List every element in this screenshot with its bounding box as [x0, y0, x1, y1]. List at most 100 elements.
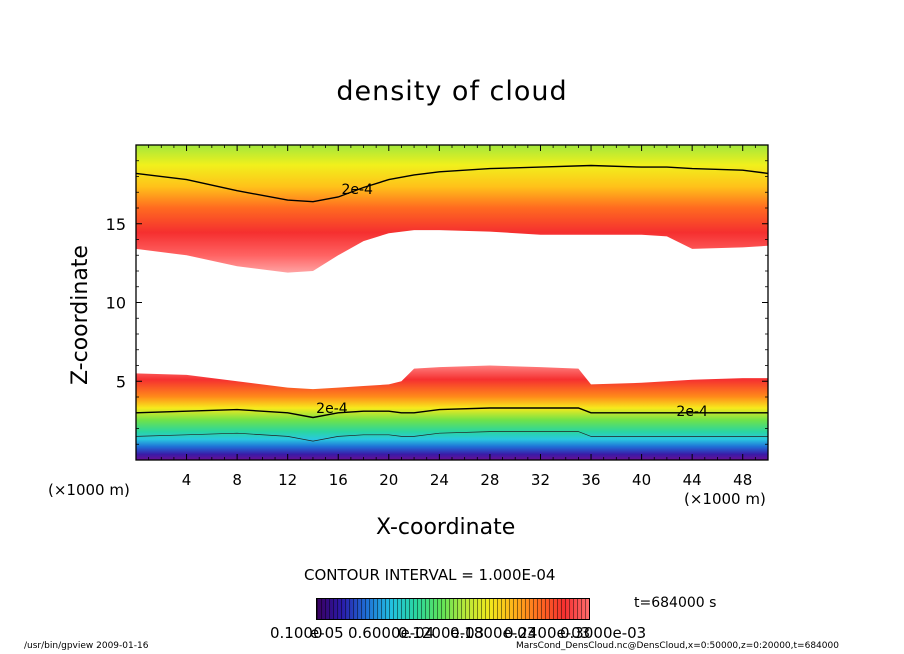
x-tick-label: 36 — [581, 471, 600, 489]
colorbar-divider — [553, 599, 554, 619]
x-tick-label: 48 — [733, 471, 752, 489]
x-tick-label: 24 — [430, 471, 449, 489]
colorbar-divider — [413, 599, 414, 619]
colorbar-divider — [365, 599, 366, 619]
colorbar-tick-label: 0.3000e-03 — [560, 624, 647, 642]
contour-label-2: 2e-4 — [676, 404, 708, 420]
footer-right: MarsCond_DensCloud.nc@DensCloud,x=0:5000… — [516, 641, 839, 651]
colorbar-divider — [449, 599, 450, 619]
x-tick-label: 44 — [683, 471, 702, 489]
colorbar-divider — [457, 599, 458, 619]
colorbar-divider — [501, 599, 502, 619]
colorbar-divider — [425, 599, 426, 619]
colorbar-divider — [381, 599, 382, 619]
colorbar-divider — [453, 599, 454, 619]
colorbar-divider — [465, 599, 466, 619]
colorbar-divider — [437, 599, 438, 619]
x-unit-label-left: (×1000 m) — [48, 481, 130, 499]
colorbar-divider — [421, 599, 422, 619]
contour-interval: CONTOUR INTERVAL = 1.000E-04 — [304, 566, 556, 584]
x-tick-label: 8 — [232, 471, 242, 489]
colorbar-divider — [385, 599, 386, 619]
colorbar-divider — [577, 599, 578, 619]
colorbar-divider — [525, 599, 526, 619]
colorbar-divider — [337, 599, 338, 619]
colorbar-divider — [369, 599, 370, 619]
colorbar-divider — [533, 599, 534, 619]
colorbar-divider — [461, 599, 462, 619]
colorbar-divider — [549, 599, 550, 619]
colorbar-divider — [373, 599, 374, 619]
colorbar-divider — [545, 599, 546, 619]
time-label: t=684000 s — [634, 595, 717, 611]
colorbar-divider — [573, 599, 574, 619]
colorbar-divider — [565, 599, 566, 619]
colorbar-divider — [509, 599, 510, 619]
colorbar-divider — [477, 599, 478, 619]
colorbar-divider — [529, 599, 530, 619]
colorbar-divider — [321, 599, 322, 619]
x-tick-label: 28 — [480, 471, 499, 489]
colorbar-tick-label: e-05 — [310, 624, 344, 642]
colorbar-divider — [357, 599, 358, 619]
colorbar-divider — [493, 599, 494, 619]
colorbar-divider — [361, 599, 362, 619]
contour-label-0: 2e-4 — [341, 182, 373, 198]
lower-contour-line-secondary — [136, 431, 768, 442]
colorbar-divider — [417, 599, 418, 619]
colorbar-divider — [541, 599, 542, 619]
colorbar-divider — [333, 599, 334, 619]
contour-label-1: 2e-4 — [316, 401, 348, 417]
colorbar-divider — [349, 599, 350, 619]
colorbar-tick-label: 0.1800e-03 — [450, 624, 537, 642]
colorbar-divider — [405, 599, 406, 619]
colorbar-divider — [485, 599, 486, 619]
colorbar-divider — [341, 599, 342, 619]
chart-title: density of cloud — [336, 76, 568, 107]
colorbar-divider — [317, 599, 318, 619]
y-axis-label: Z-coordinate — [68, 245, 93, 385]
y-tick-label: 10 — [106, 294, 126, 313]
colorbar-divider — [393, 599, 394, 619]
colorbar-divider — [429, 599, 430, 619]
colorbar-divider — [561, 599, 562, 619]
colorbar-divider — [397, 599, 398, 619]
x-tick-label: 40 — [632, 471, 651, 489]
colorbar-divider — [441, 599, 442, 619]
colorbar-divider — [521, 599, 522, 619]
colorbar-tick-label: 0.2400e-03 — [504, 624, 591, 642]
x-tick-label: 20 — [379, 471, 398, 489]
colorbar-divider — [409, 599, 410, 619]
colorbar-divider — [481, 599, 482, 619]
x-tick-label: 12 — [278, 471, 297, 489]
x-axis-label: X-coordinate — [376, 515, 516, 540]
lower-contour-line — [136, 407, 768, 419]
x-tick-label: 4 — [182, 471, 192, 489]
colorbar-tick-label: 0.1200e-03 — [398, 624, 485, 642]
colorbar-divider — [537, 599, 538, 619]
colorbar-divider — [569, 599, 570, 619]
colorbar-divider — [473, 599, 474, 619]
x-tick-label: 32 — [531, 471, 550, 489]
colorbar — [316, 598, 590, 620]
colorbar-divider — [325, 599, 326, 619]
colorbar-divider — [469, 599, 470, 619]
colorbar-divider — [581, 599, 582, 619]
colorbar-divider — [497, 599, 498, 619]
y-tick-label: 15 — [106, 215, 126, 234]
colorbar-divider — [513, 599, 514, 619]
colorbar-divider — [445, 599, 446, 619]
colorbar-divider — [389, 599, 390, 619]
x-unit-label-right: (×1000 m) — [684, 490, 766, 508]
colorbar-divider — [345, 599, 346, 619]
colorbar-divider — [505, 599, 506, 619]
colorbar-divider — [329, 599, 330, 619]
upper-contour-line — [136, 164, 768, 203]
colorbar-divider — [517, 599, 518, 619]
colorbar-tick-label: 0.1000 — [270, 624, 323, 642]
y-tick-label: 5 — [116, 372, 126, 391]
x-tick-label: 16 — [329, 471, 348, 489]
colorbar-divider — [585, 599, 586, 619]
footer-left: /usr/bin/gpview 2009-01-16 — [24, 641, 149, 651]
